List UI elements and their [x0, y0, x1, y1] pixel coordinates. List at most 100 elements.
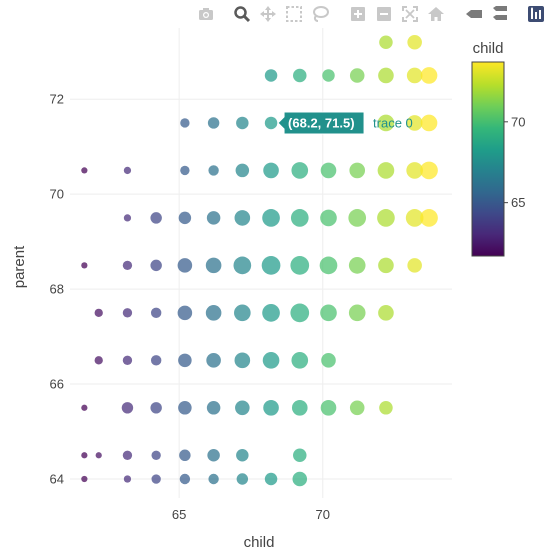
spike-icon[interactable]: [464, 4, 484, 24]
autoscale-icon[interactable]: [400, 4, 420, 24]
data-point[interactable]: [291, 399, 308, 416]
data-point[interactable]: [319, 256, 338, 275]
data-point[interactable]: [348, 209, 367, 227]
data-point[interactable]: [377, 162, 395, 179]
data-point[interactable]: [122, 450, 133, 460]
data-point[interactable]: [235, 400, 250, 416]
data-point[interactable]: [322, 69, 335, 82]
data-point[interactable]: [180, 118, 190, 128]
data-point[interactable]: [262, 304, 280, 322]
data-point[interactable]: [123, 214, 132, 222]
data-point[interactable]: [263, 162, 279, 179]
data-point[interactable]: [81, 262, 88, 269]
data-point[interactable]: [378, 257, 394, 274]
data-point[interactable]: [94, 308, 103, 318]
data-point[interactable]: [420, 114, 438, 132]
data-point[interactable]: [293, 68, 307, 83]
data-point[interactable]: [320, 209, 337, 227]
data-point[interactable]: [406, 67, 423, 84]
camera-icon[interactable]: [196, 4, 216, 24]
data-point[interactable]: [208, 473, 219, 485]
home-icon[interactable]: [426, 4, 446, 24]
data-point[interactable]: [233, 256, 252, 275]
data-point[interactable]: [234, 210, 251, 226]
data-point[interactable]: [378, 305, 394, 321]
data-point[interactable]: [150, 212, 162, 224]
data-point[interactable]: [264, 69, 278, 82]
data-point[interactable]: [234, 352, 251, 369]
data-point[interactable]: [178, 401, 192, 415]
data-point[interactable]: [377, 114, 395, 132]
data-point[interactable]: [81, 452, 88, 459]
data-point[interactable]: [205, 257, 222, 274]
data-point[interactable]: [179, 473, 191, 485]
box-select-icon[interactable]: [284, 4, 304, 24]
data-point[interactable]: [348, 304, 366, 322]
data-point[interactable]: [291, 352, 309, 369]
data-point[interactable]: [178, 211, 192, 225]
lasso-icon[interactable]: [310, 4, 330, 24]
data-point[interactable]: [123, 475, 132, 483]
data-point[interactable]: [420, 67, 438, 84]
data-point[interactable]: [234, 304, 251, 322]
data-point[interactable]: [320, 162, 337, 179]
data-point[interactable]: [349, 68, 365, 83]
data-points[interactable]: [81, 34, 438, 487]
zoom-in-icon[interactable]: [348, 4, 368, 24]
data-point[interactable]: [264, 472, 278, 486]
zoom-icon[interactable]: [232, 4, 252, 24]
data-point[interactable]: [122, 260, 133, 271]
data-point[interactable]: [180, 165, 190, 176]
data-point[interactable]: [178, 353, 192, 368]
data-point[interactable]: [407, 34, 422, 50]
data-point[interactable]: [81, 167, 88, 174]
data-point[interactable]: [349, 400, 365, 416]
data-point[interactable]: [94, 356, 103, 365]
data-point[interactable]: [420, 209, 438, 227]
data-point[interactable]: [291, 162, 309, 179]
data-point[interactable]: [293, 448, 307, 463]
data-point[interactable]: [151, 450, 161, 460]
data-point[interactable]: [405, 209, 424, 227]
data-point[interactable]: [348, 257, 366, 274]
data-point[interactable]: [95, 452, 102, 459]
data-point[interactable]: [290, 209, 309, 227]
data-point[interactable]: [151, 474, 161, 484]
data-point[interactable]: [179, 449, 191, 461]
data-point[interactable]: [236, 116, 249, 130]
data-point[interactable]: [81, 404, 88, 411]
data-point[interactable]: [236, 473, 249, 485]
data-point[interactable]: [81, 475, 88, 483]
pan-icon[interactable]: [258, 4, 278, 24]
data-point[interactable]: [262, 352, 280, 369]
data-point[interactable]: [292, 471, 308, 487]
data-point[interactable]: [205, 305, 222, 321]
plotly-logo-icon[interactable]: [526, 4, 546, 24]
data-point[interactable]: [150, 259, 162, 272]
data-point[interactable]: [207, 117, 220, 129]
data-point[interactable]: [122, 355, 133, 366]
data-point[interactable]: [150, 307, 162, 319]
data-point[interactable]: [420, 161, 438, 180]
data-point[interactable]: [320, 399, 337, 416]
data-point[interactable]: [150, 355, 162, 366]
data-point[interactable]: [320, 304, 337, 322]
data-point[interactable]: [121, 402, 134, 414]
data-point[interactable]: [264, 116, 278, 130]
data-point[interactable]: [262, 209, 280, 227]
data-point[interactable]: [406, 115, 423, 131]
data-point[interactable]: [349, 162, 366, 179]
data-point[interactable]: [321, 353, 336, 368]
data-point[interactable]: [290, 256, 310, 275]
zoom-out-icon[interactable]: [374, 4, 394, 24]
data-point[interactable]: [407, 258, 422, 273]
data-point[interactable]: [150, 402, 162, 414]
data-point[interactable]: [290, 303, 310, 323]
data-point[interactable]: [177, 305, 193, 321]
data-point[interactable]: [123, 166, 132, 175]
data-point[interactable]: [208, 165, 219, 176]
data-point[interactable]: [122, 308, 133, 318]
data-point[interactable]: [379, 401, 393, 415]
data-point[interactable]: [206, 401, 221, 415]
data-point[interactable]: [206, 211, 221, 225]
